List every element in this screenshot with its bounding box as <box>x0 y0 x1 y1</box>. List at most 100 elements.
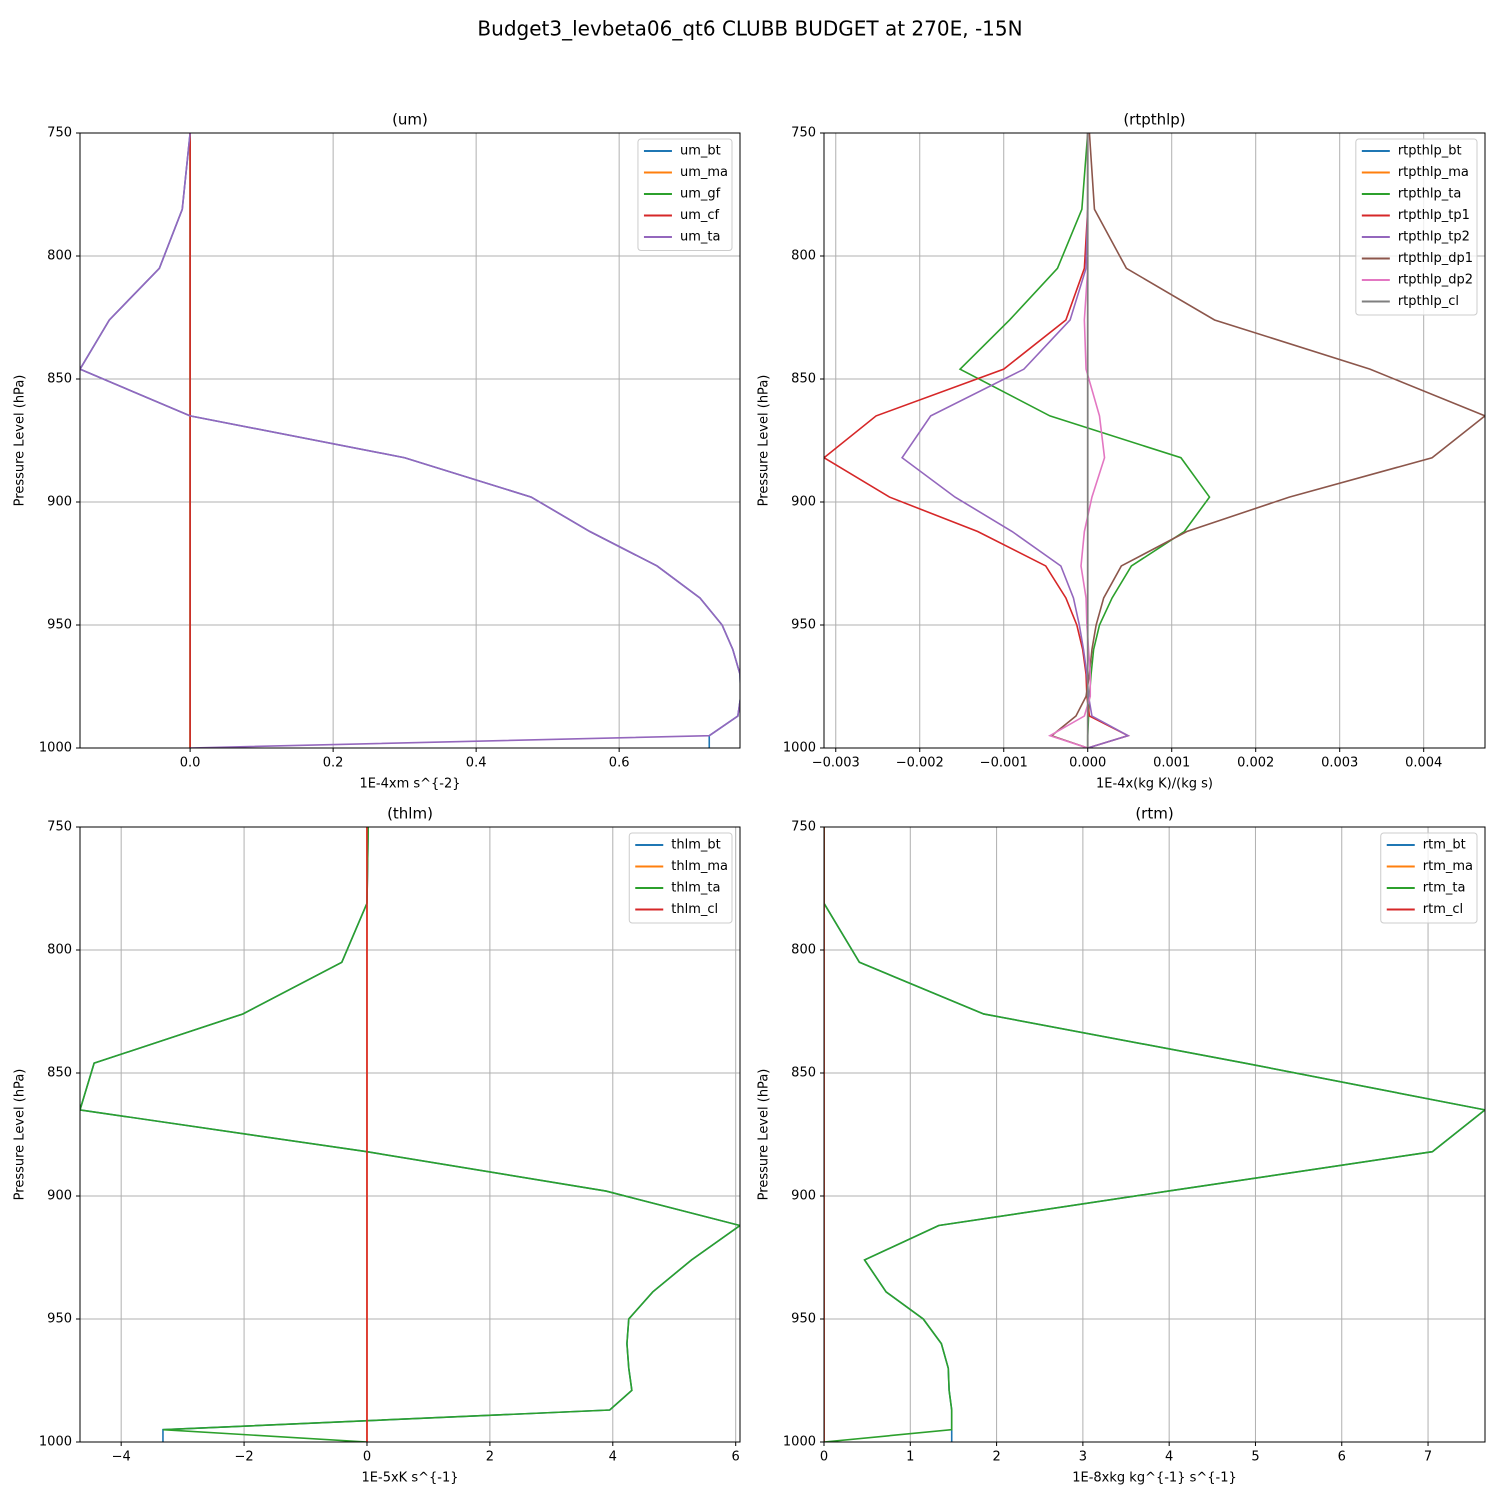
subplot-title: (thlm) <box>387 805 433 823</box>
x-tick-label: 3 <box>1079 1450 1087 1465</box>
x-tick-label: 0.003 <box>1321 756 1358 771</box>
legend-label: thlm_cl <box>671 902 718 917</box>
y-tick-label: 1000 <box>783 741 816 756</box>
y-tick-label: 900 <box>791 1189 816 1204</box>
legend-frame <box>1380 832 1478 924</box>
x-tick-label: 1 <box>906 1450 914 1465</box>
x-axis-label: 1E-4x(kg K)/(kg s) <box>1096 777 1213 792</box>
y-tick-label: 850 <box>791 372 816 387</box>
x-axis-label: 1E-8xkg kg^{-1} s^{-1} <box>1072 1471 1237 1486</box>
y-tick-label: 850 <box>47 1066 72 1081</box>
series-line <box>80 133 740 748</box>
legend-label: um_cf <box>680 208 720 223</box>
x-axis-label: 1E-5xK s^{-1} <box>362 1471 459 1486</box>
legend: um_bt um_ma um_gf um_cf um_ta <box>637 138 733 251</box>
x-tick-label: 0.000 <box>1069 756 1106 771</box>
series-line <box>1049 133 1485 748</box>
y-tick-label: 900 <box>47 1189 72 1204</box>
series-line <box>901 133 1131 748</box>
legend-label: rtpthlp_cl <box>1398 294 1459 309</box>
subplot: −0.003 −0.002 −0.001 0.000 0.001 0.002 0.003 0.… <box>757 111 1486 792</box>
legend-label: thlm_bt <box>671 838 720 853</box>
series-group <box>80 827 740 1442</box>
series-group <box>80 133 740 748</box>
y-tick-label: 900 <box>47 495 72 510</box>
legend-label: um_ma <box>680 165 728 180</box>
series-line <box>80 827 740 1442</box>
subplot-title: (um) <box>392 111 428 129</box>
plot-frame <box>823 826 1486 1443</box>
legend-frame <box>628 832 733 924</box>
x-tick-label: −2 <box>234 1450 253 1465</box>
x-tick-label: 0.001 <box>1153 756 1190 771</box>
legend-label: rtm_ta <box>1423 881 1466 896</box>
subplot-title: (rtm) <box>1135 805 1173 823</box>
legend-label: rtpthlp_ma <box>1398 165 1469 180</box>
y-tick-label: 850 <box>791 1066 816 1081</box>
legend-frame <box>637 138 733 251</box>
y-tick-label: 950 <box>791 618 816 633</box>
x-tick-label: 6 <box>732 1450 740 1465</box>
x-tick-label: 7 <box>1424 1450 1432 1465</box>
y-tick-label: 750 <box>791 126 816 141</box>
x-tick-label: −0.003 <box>812 756 860 771</box>
legend-label: um_bt <box>680 144 721 159</box>
subplot: 0.0 0.2 0.4 0.6 750 800 850 900 950 1000 (um) 1E-4x… <box>13 111 741 792</box>
y-tick-label: 750 <box>47 820 72 835</box>
y-tick-label: 1000 <box>39 1435 72 1450</box>
x-tick-label: 4 <box>609 1450 617 1465</box>
x-tick-label: 5 <box>1251 1450 1259 1465</box>
y-tick-label: 900 <box>791 495 816 510</box>
y-axis-label: Pressure Level (hPa) <box>13 375 28 507</box>
legend: thlm_bt thlm_ma thlm_ta thlm_cl <box>628 832 733 924</box>
legend-label: rtpthlp_tp2 <box>1398 230 1470 245</box>
x-tick-label: 0.002 <box>1237 756 1274 771</box>
x-tick-label: 4 <box>1165 1450 1173 1465</box>
x-tick-label: −0.001 <box>980 756 1028 771</box>
legend-label: thlm_ma <box>671 859 728 874</box>
subplot: −4 −2 0 2 4 6 750 800 850 900 950 1000 (thlm) 1E-5xK … <box>13 805 741 1486</box>
legend-label: um_gf <box>680 187 721 202</box>
y-tick-label: 800 <box>47 249 72 264</box>
series-line <box>824 827 1485 1442</box>
legend-label: rtm_bt <box>1423 838 1466 853</box>
x-tick-label: −0.002 <box>896 756 944 771</box>
y-tick-label: 1000 <box>783 1435 816 1450</box>
x-tick-label: 0.2 <box>323 756 344 771</box>
series-line <box>824 133 1131 748</box>
y-tick-label: 750 <box>791 820 816 835</box>
series-line <box>1047 133 1106 748</box>
x-tick-label: −4 <box>112 1450 131 1465</box>
x-tick-label: 0.004 <box>1405 756 1442 771</box>
legend-label: rtpthlp_dp1 <box>1398 251 1473 266</box>
x-tick-label: 2 <box>992 1450 1000 1465</box>
x-tick-label: 0.4 <box>466 756 487 771</box>
y-tick-label: 950 <box>47 1312 72 1327</box>
y-tick-label: 950 <box>47 618 72 633</box>
x-tick-label: 6 <box>1338 1450 1346 1465</box>
y-tick-label: 750 <box>47 126 72 141</box>
legend-label: um_ta <box>680 230 720 245</box>
legend-label: rtpthlp_tp1 <box>1398 208 1470 223</box>
x-tick-label: 0.0 <box>180 756 201 771</box>
x-tick-label: 0 <box>363 1450 371 1465</box>
legend-label: rtm_ma <box>1423 859 1473 874</box>
x-tick-label: 0.6 <box>609 756 630 771</box>
x-axis-label: 1E-4xm s^{-2} <box>359 777 460 792</box>
y-axis-label: Pressure Level (hPa) <box>13 1069 28 1201</box>
plot-frame <box>79 132 741 749</box>
x-tick-label: 0 <box>820 1450 828 1465</box>
plot-frame <box>79 826 741 1443</box>
y-tick-label: 800 <box>791 943 816 958</box>
y-tick-label: 800 <box>791 249 816 264</box>
legend-label: rtpthlp_bt <box>1398 144 1462 159</box>
legend-label: thlm_ta <box>671 881 720 896</box>
series-group <box>824 827 1485 1442</box>
x-tick-label: 2 <box>486 1450 494 1465</box>
subplot-title: (rtpthlp) <box>1123 111 1185 129</box>
y-tick-label: 800 <box>47 943 72 958</box>
legend: rtm_bt rtm_ma rtm_ta rtm_cl <box>1380 832 1478 924</box>
plot-frame <box>823 132 1486 749</box>
y-tick-label: 950 <box>791 1312 816 1327</box>
